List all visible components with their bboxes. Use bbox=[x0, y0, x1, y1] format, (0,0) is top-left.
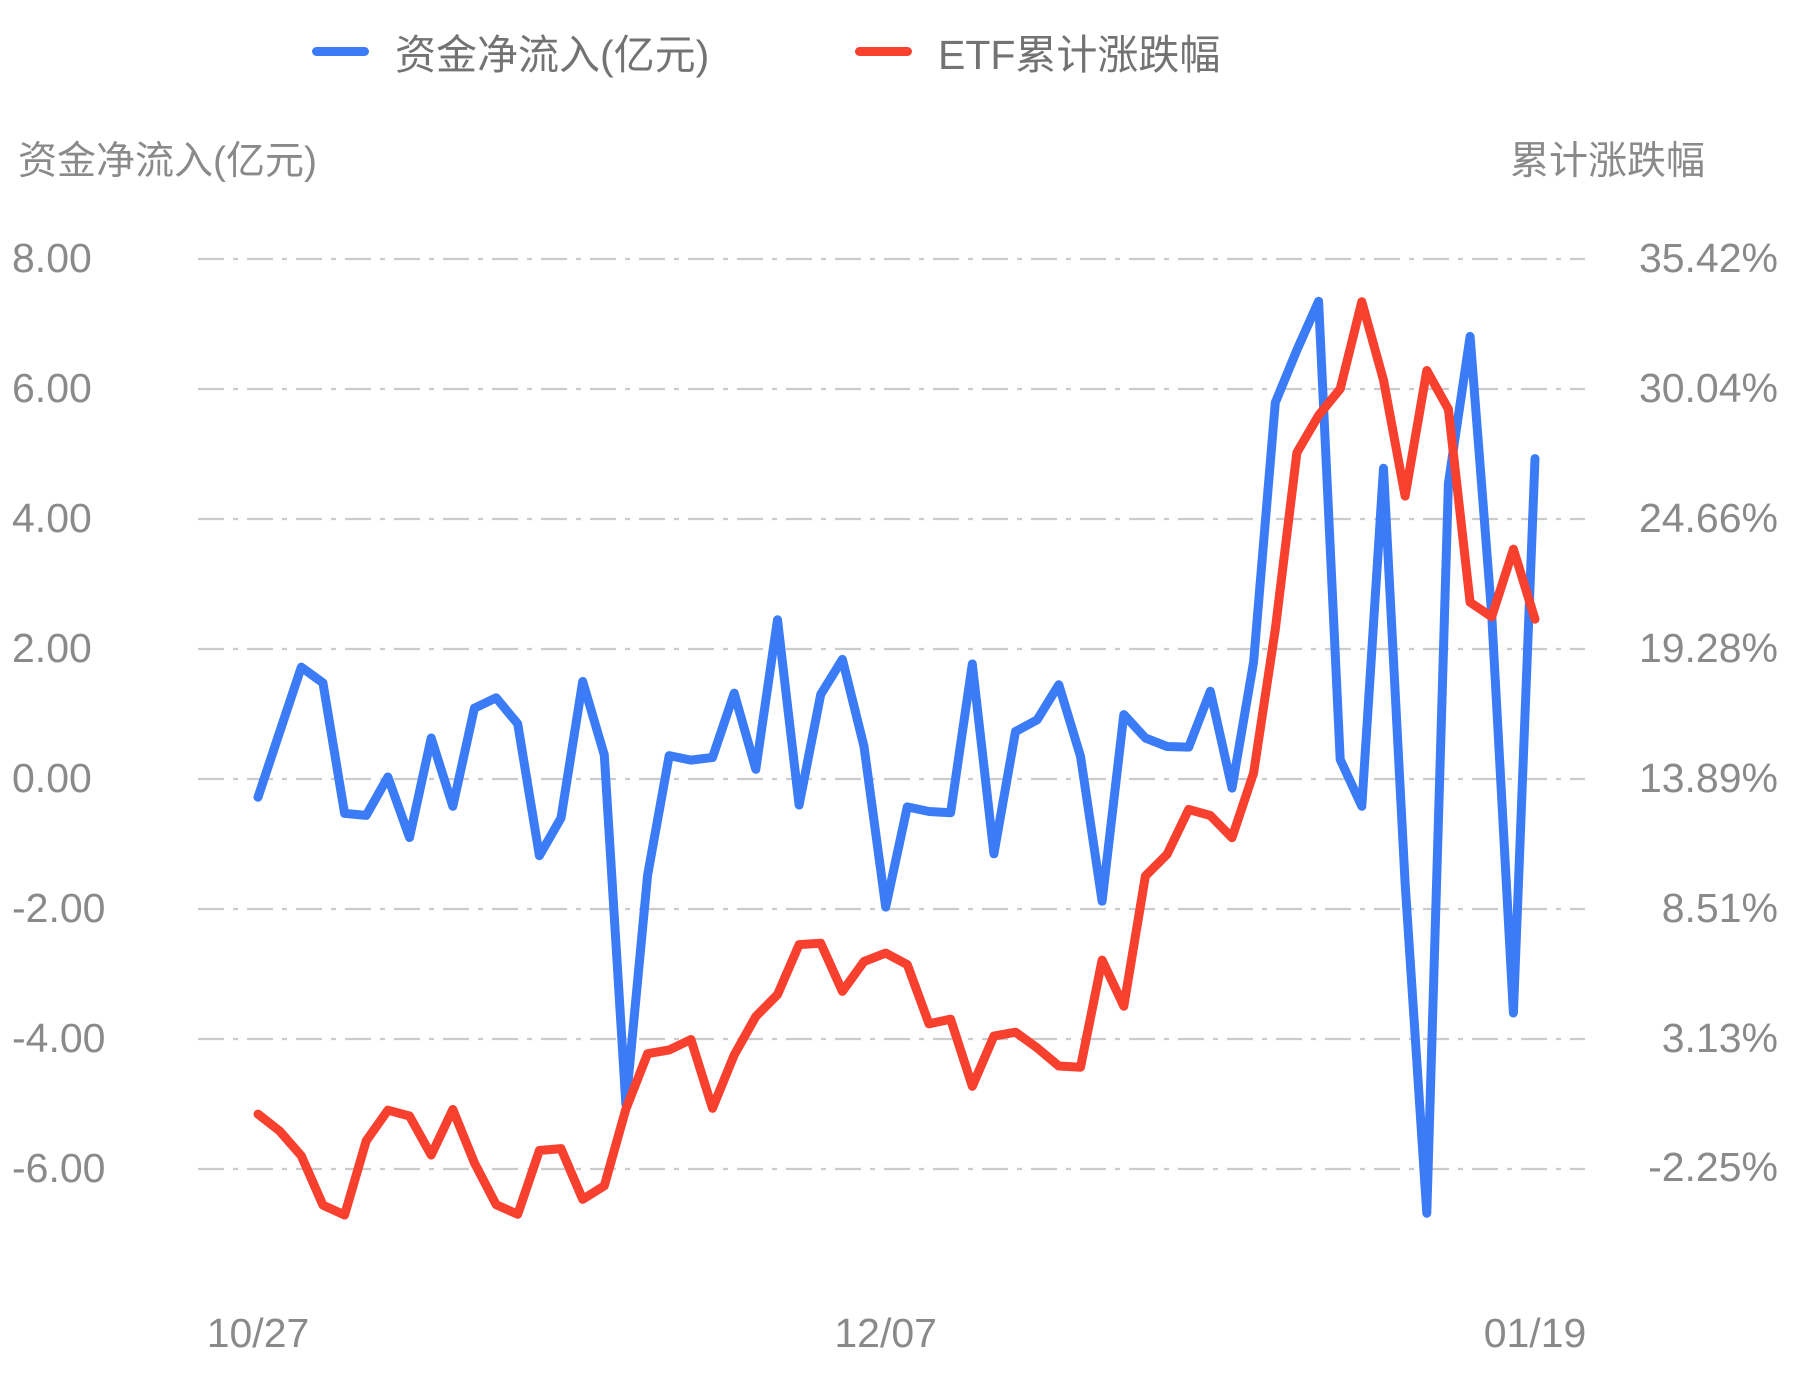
right-axis-tick-label: 19.28% bbox=[1638, 624, 1778, 671]
right-axis-tick-label: 13.89% bbox=[1638, 754, 1778, 801]
right-axis-tick-label: 30.04% bbox=[1638, 364, 1778, 411]
legend-item-net-inflow[interactable]: 资金净流入(亿元) bbox=[312, 28, 709, 78]
series-line-net-inflow bbox=[253, 296, 1540, 1218]
left-axis-tick-label: 0.00 bbox=[12, 755, 92, 801]
right-axis-tick-label: -2.25% bbox=[1648, 1144, 1778, 1191]
right-axis-tick-label: 35.42% bbox=[1638, 235, 1778, 281]
legend-line-swatch-blue bbox=[312, 46, 369, 56]
right-axis-title: 累计涨跌幅 bbox=[1509, 140, 1705, 183]
x-axis-tick-label: 12/07 bbox=[834, 1310, 937, 1356]
x-axis-tick-label: 01/19 bbox=[1483, 1310, 1587, 1356]
right-axis-tick-label: 8.51% bbox=[1661, 884, 1778, 931]
left-axis-tick-label: 2.00 bbox=[12, 625, 92, 671]
left-axis-tick-label: 6.00 bbox=[12, 365, 92, 411]
left-axis-tick-label: -6.00 bbox=[12, 1145, 106, 1191]
left-axis-tick-label: -4.00 bbox=[12, 1015, 106, 1061]
legend-item-etf-change[interactable]: ETF累计涨跌幅 bbox=[855, 28, 1220, 78]
x-axis-tick-label: 10/27 bbox=[206, 1310, 310, 1356]
legend-label-etf-change: ETF累计涨跌幅 bbox=[938, 32, 1221, 78]
legend-line-swatch-red bbox=[855, 46, 912, 56]
left-axis-tick-label: 8.00 bbox=[12, 235, 92, 281]
legend-label-net-inflow: 资金净流入(亿元) bbox=[395, 32, 710, 78]
series-line-etf-change bbox=[253, 297, 1540, 1220]
left-axis-tick-label: -2.00 bbox=[12, 885, 106, 931]
chart-legend: 资金净流入(亿元) ETF累计涨跌幅 bbox=[0, 28, 1793, 78]
left-axis-tick-label: 4.00 bbox=[12, 495, 92, 541]
right-axis-tick-label: 3.13% bbox=[1661, 1014, 1778, 1061]
left-axis-title: 资金净流入(亿元) bbox=[18, 140, 317, 183]
right-axis-tick-label: 24.66% bbox=[1638, 494, 1778, 541]
